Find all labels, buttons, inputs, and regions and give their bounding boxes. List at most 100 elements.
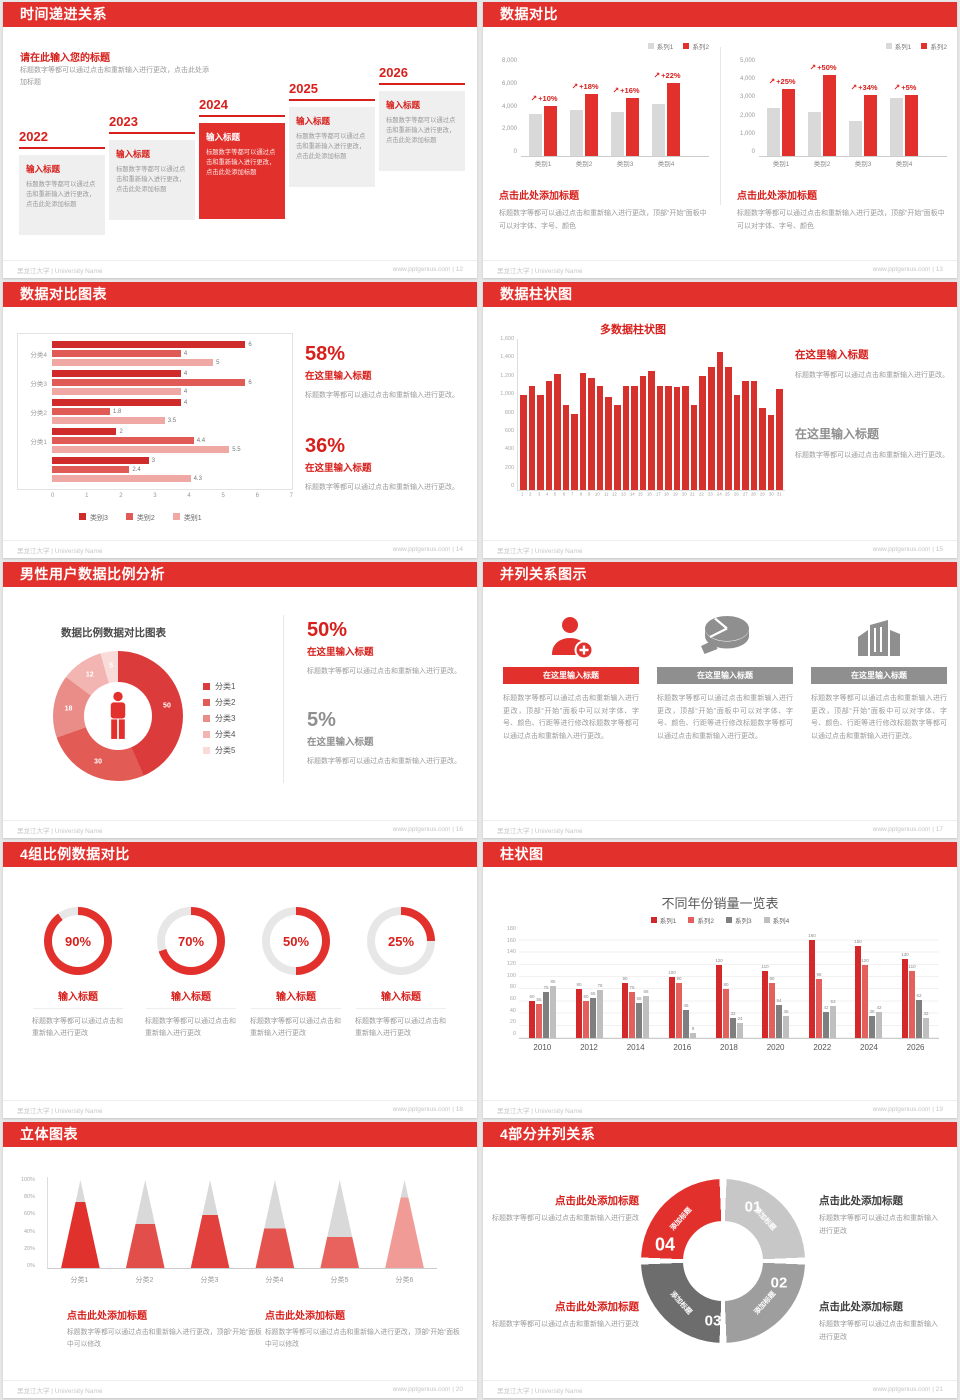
category-label: 类别2	[813, 161, 831, 168]
x-tick-label: 分类4	[265, 1277, 284, 1284]
section-heading: 请在此输入您的标题	[20, 53, 110, 64]
segment-label: 添加标题	[669, 1206, 694, 1233]
page-number: 20	[450, 1386, 463, 1393]
slide-16-donut-analysis[interactable]: 男性用户数据比例分析 数据比例数据对比图表	[3, 562, 477, 838]
bar	[52, 350, 181, 357]
donut-center	[84, 682, 152, 750]
group-label: 分类3	[30, 380, 47, 388]
grid-cell: 时间递进关系 请在此输入您的标题 标题数字等都可以通过点击和重新输入进行更改，点…	[0, 0, 480, 280]
cycle-diagram: 添加标题 添加标题 添加标题 添加标题 01 02 03 04	[641, 1179, 805, 1343]
bar-series2	[905, 94, 918, 156]
bar-column: 120	[715, 958, 722, 1038]
y-tick-label: 140	[506, 949, 516, 956]
bar	[689, 1033, 696, 1038]
value-label: 110	[761, 964, 769, 970]
slide-21-four-part-cycle[interactable]: 4部分并列关系 添加标题 添加标题 添加标题 添加标题 01 02 03 04 …	[483, 1122, 957, 1398]
timeline-card: 输入标题 标题数字等都可以通过点击和重新输入进行更改，点击此处添加标题	[289, 107, 375, 187]
bar	[916, 1000, 922, 1038]
chart-caption-body: 标题数字等都可以通过点击和重新输入进行更改，顶部“开始”面板中可以对字体、字号、…	[737, 210, 945, 230]
slide-12-time-progression[interactable]: 时间递进关系 请在此输入您的标题 标题数字等都可以通过点击和重新输入进行更改，点…	[3, 2, 477, 278]
x-tick-label: 10	[595, 492, 600, 498]
value-label: 4.4	[196, 437, 206, 444]
y-tick-label: 60%	[23, 1211, 35, 1218]
item-heading: 输入标题	[276, 992, 316, 1003]
slide-title: 4部分并列关系	[500, 1126, 596, 1142]
slide-15-column-chart[interactable]: 数据柱状图 多数据柱状图 1,600 1,400 1,200 1,000 800 600 4…	[483, 282, 957, 558]
bar-line: 5	[52, 359, 292, 366]
value-label: 36	[783, 1009, 789, 1015]
value-label: 1.8	[113, 408, 122, 415]
slide-14-hbar-compare[interactable]: 数据对比图表 分类4 6 4 5 分类3 4 6 4 分类2 4 1.8 3.5 分类1 2 4.4 5.5 3…	[3, 282, 477, 558]
slide-13-data-compare[interactable]: 数据对比 系列1 系列2 8,000 6,000 4,000 2,000 0 ↗+10% 类…	[483, 2, 957, 278]
legend-label: 分类4	[215, 730, 236, 739]
timeline-card: 输入标题 标题数字等都可以通过点击和重新输入进行更改，点击此处添加标题	[199, 123, 285, 219]
slide-title: 男性用户数据比例分析	[20, 566, 165, 582]
stat-body: 标题数字等都可以通过点击和重新输入进行更改。	[795, 372, 949, 379]
slide-20-cone-chart[interactable]: 立体图表 100% 80% 60% 40% 20% 0% 分类1 分类2 分类3 分类4 分类5 分…	[3, 1122, 477, 1398]
stat-block: 5% 在这里输入标题 标题数字等都可以通过点击和重新输入进行更改。	[307, 709, 467, 769]
bar	[537, 395, 544, 490]
slide-content: 请在此输入您的标题 标题数字等都可以通过点击和重新输入进行更改，点击此处添加标题…	[3, 27, 477, 260]
page-number: 15	[930, 546, 943, 553]
x-tick-label: 分类6	[395, 1277, 414, 1284]
stat-block: 36% 在这里输入标题 标题数字等都可以通过点击和重新输入进行更改。	[305, 435, 465, 495]
page-number: 13	[930, 266, 943, 273]
legend-swatch	[763, 917, 770, 923]
card-title: 输入标题	[116, 149, 151, 159]
timeline-year: 2025	[289, 81, 318, 96]
slide-18-ratio-rings[interactable]: 4组比例数据对比 90% 输入标题 标题数字等都可以通过点击和重新输入进行更改 …	[3, 842, 477, 1118]
chart-legend: 分类1 分类2 分类3 分类4 分类5	[203, 681, 235, 761]
x-tick-label: 6	[562, 492, 566, 498]
slide-title: 立体图表	[20, 1126, 78, 1142]
divider	[356, 1008, 446, 1009]
slide-19-yearly-columns[interactable]: 柱状图 不同年份销量一览表 系列1 系列2 系列3 系列4 180 160 140 120 1…	[483, 842, 957, 1118]
stat-body: 标题数字等都可以通过点击和重新输入进行更改。	[305, 484, 459, 491]
value-label: 6	[248, 379, 252, 386]
bars: 6 4 5	[52, 341, 292, 366]
legend-item: 分类3	[203, 713, 235, 724]
value-label: 3.5	[167, 417, 177, 424]
growth-badge: ↗+25%	[768, 76, 796, 86]
card-title: 输入标题	[26, 164, 61, 174]
slide-content: 在这里输入标题 标题数字等都可以通过点击和重新输入进行更改，顶部“开始”面板中可…	[483, 587, 957, 820]
y-tick-label: 800	[504, 409, 514, 416]
plot-area	[517, 339, 785, 491]
value-label: 3	[151, 457, 156, 464]
bar-column: 80	[575, 982, 582, 1038]
y-tick-label: 1,600	[500, 336, 514, 342]
legend-item: 系列1	[885, 41, 911, 51]
slide-content: 多数据柱状图 1,600 1,400 1,200 1,000 800 600 400 200 0…	[483, 307, 957, 540]
timeline-item-highlight: 2024 输入标题 标题数字等都可以通过点击和重新输入进行更改，点击此处添加标题	[199, 97, 285, 219]
segment-label: 添加标题	[753, 1290, 778, 1317]
bar	[822, 1012, 829, 1038]
slide-footer: 黑龙江大学 | University Name www.pptgenius.co…	[3, 540, 477, 558]
slide-title-bar: 数据柱状图	[483, 282, 957, 307]
bar	[668, 976, 675, 1038]
stat-block: 在这里输入标题 标题数字等都可以通过点击和重新输入进行更改。	[795, 423, 955, 463]
bar	[52, 388, 181, 395]
slide-footer: 黑龙江大学 | University Name www.pptgenius.co…	[3, 820, 477, 838]
category-label: 类别2	[575, 161, 593, 168]
grouped-bar-chart: 8,000 6,000 4,000 2,000 0 ↗+10% 类别1 ↗+18% 类别2 ↗+1…	[495, 58, 709, 171]
bar-column: 110	[908, 964, 916, 1038]
grid-cell: 柱状图 不同年份销量一览表 系列1 系列2 系列3 系列4 180 160 140 120 1…	[480, 840, 960, 1120]
x-axis: 1 2 3 4 5 6 7 8 9 10 11 12 13 14 15 16 17 18 19 20 21 22 23 24 2…	[517, 491, 785, 498]
footer-site-page: www.pptgenius.com15	[873, 546, 943, 553]
bar-group: 3 2.4 4.3	[18, 455, 292, 484]
cone-chart	[47, 1177, 437, 1269]
slide-17-parallel-items[interactable]: 并列关系图示 在这里输入标题 标题数字等	[483, 562, 957, 838]
legend-swatch	[921, 43, 928, 49]
category-label: 类别1	[772, 161, 790, 168]
x-axis: 2010 2012 2014 2016 2018 2020 2022 2024 2026	[519, 1043, 939, 1052]
footer-university: 黑龙江大学 | University Name	[17, 1107, 103, 1115]
cone-bar	[61, 1180, 100, 1268]
value-label: 6	[248, 341, 252, 348]
bar-series2	[544, 105, 557, 156]
caption-block: 点击此处添加标题 标题数字等都可以通过点击和重新输入进行更改	[489, 1193, 639, 1226]
timeline-divider	[199, 115, 285, 117]
timeline-card: 输入标题 标题数字等都可以通过点击和重新输入进行更改，点击此处添加标题	[379, 91, 465, 171]
bar-series2	[585, 93, 598, 156]
footer-university: 黑龙江大学 | University Name	[497, 827, 583, 835]
value-label: 2	[119, 428, 123, 435]
bar-column: 150	[855, 939, 862, 1038]
